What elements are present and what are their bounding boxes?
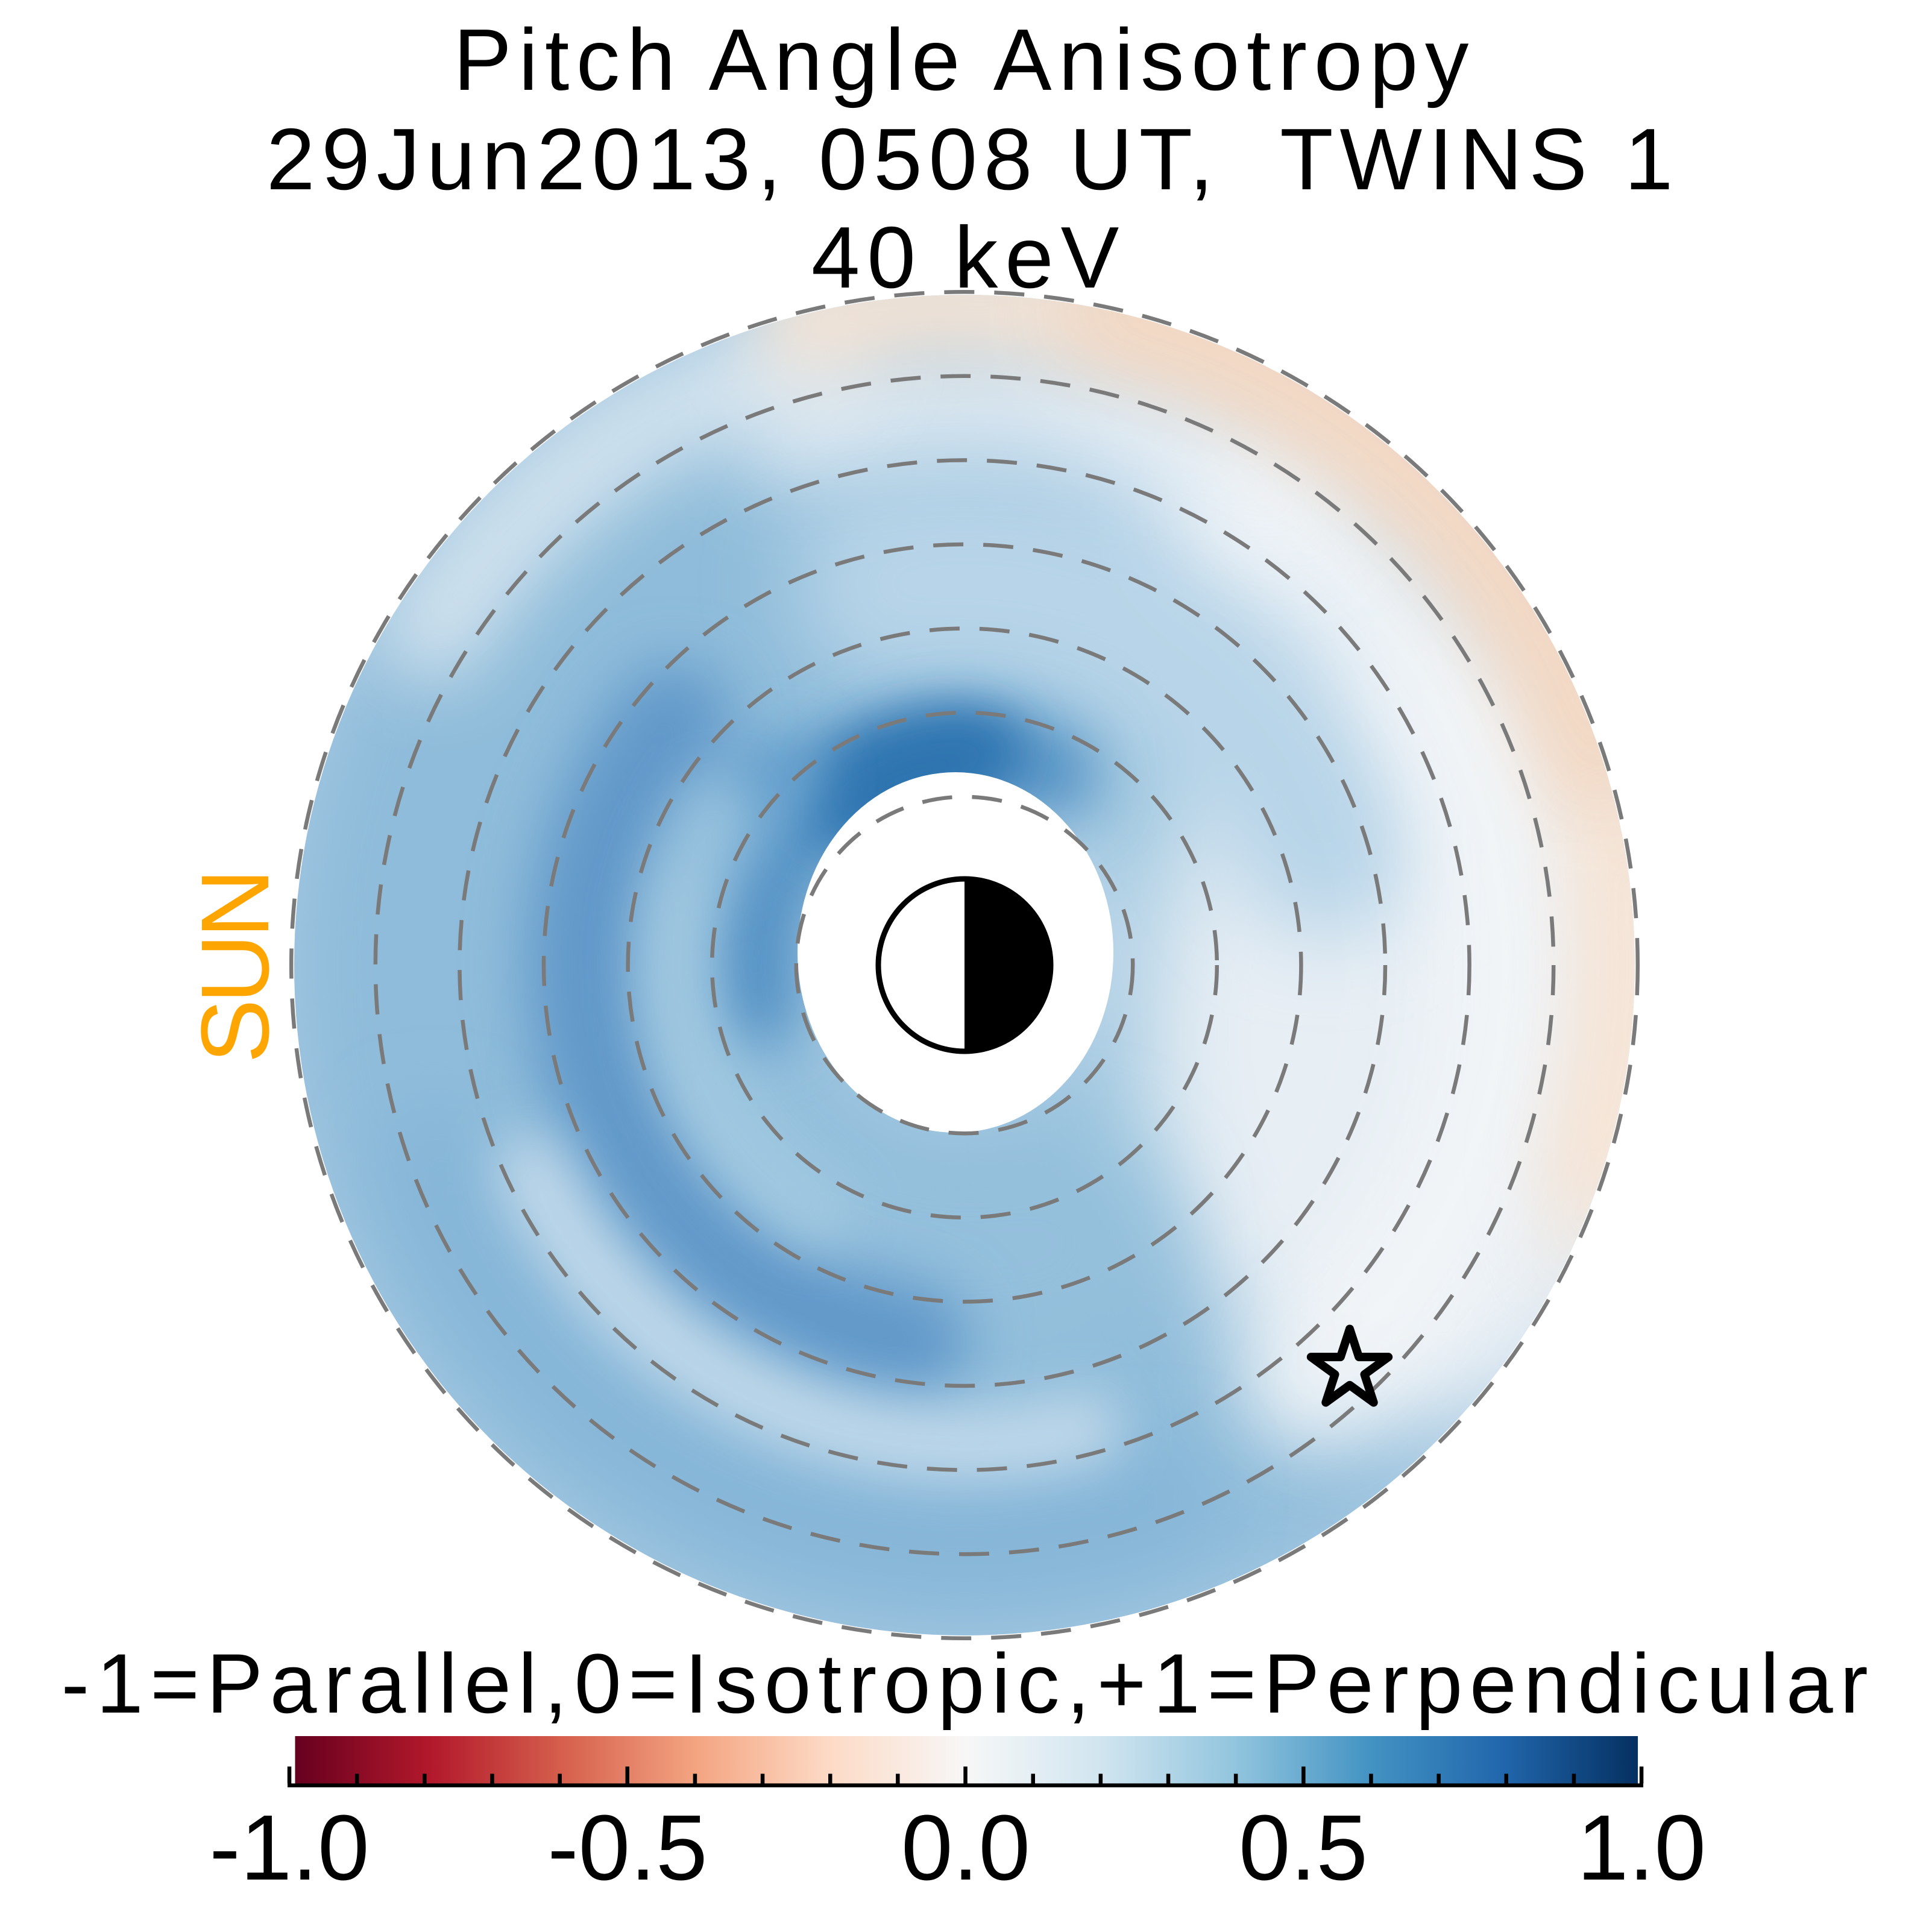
svg-text:-1=Parallel,0=Isotropic,+1=Per: -1=Parallel,0=Isotropic,+1=Perpendicular (61, 1636, 1875, 1731)
svg-text:29Jun2013, 0508 UT, TWINS 1: 29Jun2013, 0508 UT, TWINS 1 (266, 110, 1679, 208)
svg-text:-0.5: -0.5 (547, 1796, 707, 1899)
svg-text:40 keV: 40 keV (811, 209, 1126, 306)
svg-text:0.5: 0.5 (1239, 1796, 1368, 1899)
svg-text:1.0: 1.0 (1577, 1796, 1706, 1899)
svg-text:SUN: SUN (181, 873, 289, 1063)
svg-text:0.0: 0.0 (901, 1796, 1030, 1899)
svg-text:-1.0: -1.0 (209, 1796, 369, 1899)
svg-text:Pitch Angle Anisotropy: Pitch Angle Anisotropy (453, 11, 1476, 109)
